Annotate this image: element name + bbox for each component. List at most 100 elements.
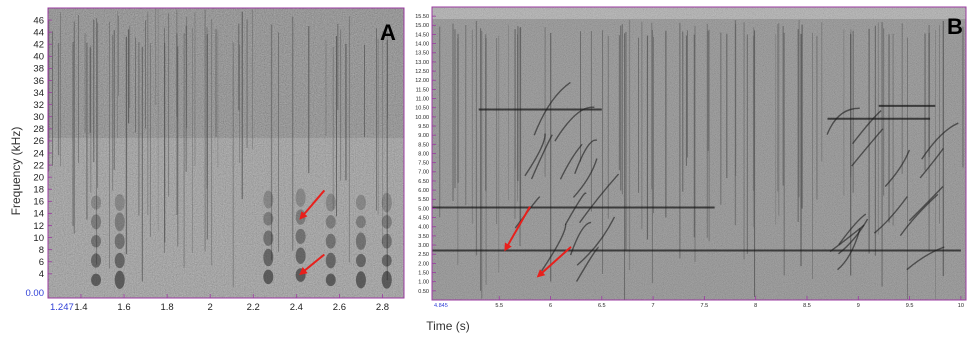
x-tick-label: 2.4	[290, 302, 303, 313]
x-tick-label: 10	[958, 303, 964, 309]
y-tick-label: 6.50	[418, 179, 429, 185]
y-tick-label: 10.50	[415, 106, 429, 112]
vocalization-blob	[381, 192, 392, 213]
vocalization-blob	[91, 273, 102, 287]
y-tick-label: 4.00	[418, 225, 429, 231]
vocalization-blob	[355, 232, 366, 250]
frequency-sweep	[541, 224, 567, 272]
panel-b-noise	[432, 7, 966, 300]
vocalization-blob	[355, 271, 366, 289]
x-tick-label: 8	[754, 303, 757, 309]
frequency-sweep	[838, 213, 867, 245]
x-tick-label: 6	[549, 303, 552, 309]
y-tick-label: 4	[39, 269, 44, 280]
frequency-sweep	[921, 122, 959, 160]
frequency-sweep	[514, 196, 541, 229]
vocalization-blob	[325, 193, 336, 212]
y-tick-label: 22	[33, 160, 44, 171]
vocalization-blob	[381, 233, 392, 249]
frequency-sweep	[919, 148, 944, 179]
y-tick-label: 0.50	[418, 289, 429, 295]
frequency-sweep	[851, 128, 884, 167]
y-tick-label: 11.00	[416, 96, 429, 102]
y-tick-label: 42	[33, 40, 44, 51]
y-tick-label: 13.00	[415, 60, 429, 66]
frequency-sweep	[826, 107, 860, 135]
x-start-label: 1.247	[50, 302, 74, 313]
x-tick-label: 9	[857, 303, 860, 309]
y-axis-label: Frequency (kHz)	[9, 127, 23, 216]
panel-b: 0.50 1.00 1.50 2.00 2.50 3.00 3.50 4.00 4.50 5.00…	[415, 6, 967, 309]
y-tick-label: 12.50	[415, 69, 429, 75]
y-tick-label: 15.50	[415, 14, 429, 20]
y-tick-label: 34	[33, 88, 44, 99]
x-tick-label: 7.5	[701, 303, 709, 309]
frequency-sweep	[530, 134, 553, 180]
frequency-sweep	[574, 139, 598, 175]
y-tick-label: 7.50	[418, 161, 429, 167]
annotation-arrow	[504, 206, 531, 252]
frequency-sweep	[838, 218, 869, 255]
y-tick-label: 9.00	[418, 133, 429, 139]
x-start-label: 4.845	[434, 303, 448, 309]
vocalization-blob	[325, 252, 336, 269]
y-tick-label: 6	[39, 257, 44, 268]
frequency-sweep	[524, 133, 546, 177]
vocalization-blob	[263, 269, 274, 285]
vocalization-blob	[325, 215, 336, 229]
vocalization-blob	[295, 228, 306, 244]
y-tick-label: 46	[33, 15, 44, 26]
x-tick-label: 9.5	[906, 303, 914, 309]
vocalization-blob	[114, 212, 125, 232]
y-tick-label: 30	[33, 112, 44, 123]
frequency-sweep	[906, 246, 945, 271]
panel-b-label: B	[947, 14, 963, 39]
y-tick-label: 10	[33, 233, 44, 244]
y-tick-label: 14.00	[415, 42, 429, 48]
y-tick-label: 5.50	[418, 197, 429, 203]
y-tick-label: 40	[33, 52, 44, 63]
x-axis-label: Time (s)	[426, 319, 470, 333]
vocalization-blob	[355, 215, 366, 229]
frequency-sweep	[554, 106, 595, 142]
vocalization-blob	[263, 212, 274, 226]
frequency-sweep	[899, 193, 939, 237]
panel-a-label: A	[380, 20, 396, 45]
vocalization-blob	[263, 230, 274, 246]
y-tick-label: 15.00	[415, 23, 429, 29]
vocalization-blob	[381, 254, 392, 267]
vocalization-blob	[263, 190, 274, 209]
y-tick-label: 5.00	[418, 206, 429, 212]
x-tick-label: 8.5	[803, 303, 811, 309]
vocalization-blob	[114, 194, 125, 212]
y-tick-label: 7.00	[418, 170, 429, 176]
y-tick-label: 2.00	[418, 261, 429, 267]
frequency-sweep	[564, 192, 587, 226]
x-tick-label: 7	[652, 303, 655, 309]
y-tick-label: 32	[33, 100, 44, 111]
y-tick-label: 6.00	[418, 188, 429, 194]
frequency-sweep	[829, 224, 865, 253]
y-tick-label: 44	[33, 27, 44, 38]
vocalization-blob	[91, 253, 102, 268]
x-tick-label: 5.5	[495, 303, 503, 309]
y-tick-label: 1.50	[418, 270, 429, 276]
y-tick-label: 14.50	[415, 32, 429, 38]
vocalization-blob	[355, 253, 366, 268]
vocalization-blob	[91, 195, 102, 210]
y-tick-label: 20	[33, 172, 44, 183]
panel-a-noise	[48, 8, 404, 298]
vocalization-blob	[114, 233, 125, 250]
vocalization-blob	[114, 270, 125, 289]
frequency-sweep	[575, 246, 600, 282]
frequency-sweep	[569, 221, 592, 256]
x-tick-label: 2.6	[333, 302, 346, 313]
y-tick-label: 24	[33, 148, 44, 159]
x-tick-label: 6.5	[598, 303, 606, 309]
y-tick-label: 11.50	[416, 87, 429, 93]
vocalization-blob	[91, 214, 102, 230]
vocalization-blob	[355, 194, 366, 211]
panel-a: 4681012141618202224262830323436384042444…	[26, 7, 405, 313]
y-tick-label: 28	[33, 124, 44, 135]
